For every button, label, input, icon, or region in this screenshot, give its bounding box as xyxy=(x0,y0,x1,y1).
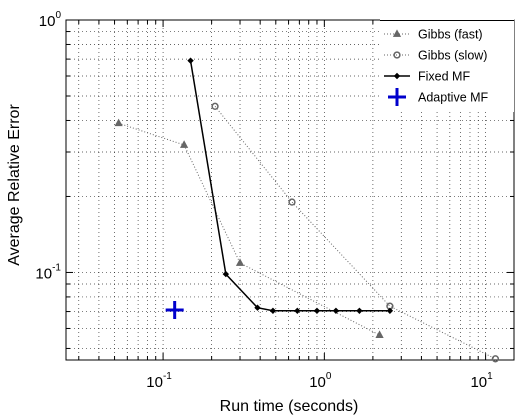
x-tick-base: 10 xyxy=(146,374,163,391)
y-tick-label: 10-1 xyxy=(35,262,61,282)
data-point-gibbs-fast xyxy=(179,140,189,148)
legend-label-adaptive-mf: Adaptive MF xyxy=(418,91,489,105)
plot-frame-border xyxy=(65,19,515,361)
plot-frame xyxy=(65,19,515,361)
y-tick-base: 10 xyxy=(35,265,52,282)
x-tick-base: 10 xyxy=(309,374,326,391)
legend-item-gibbs-fast: Gibbs (fast) xyxy=(384,28,483,42)
legend-label-fixed-mf: Fixed MF xyxy=(418,70,470,84)
data-point-fixed-mf xyxy=(332,307,340,314)
data-point-gibbs-fast xyxy=(235,258,245,266)
series-layer xyxy=(114,57,500,363)
data-point-fixed-mf xyxy=(254,304,261,311)
legend-label-gibbs-slow: Gibbs (slow) xyxy=(418,49,487,63)
legend-marker-gibbs-slow xyxy=(393,51,401,59)
series-adaptive-mf xyxy=(165,301,184,320)
legend: Gibbs (fast) Gibbs (slow) Fixed MF Adaptive… xyxy=(380,18,514,112)
x-axis-label: Run time (seconds) xyxy=(220,398,359,415)
series-gibbs-slow xyxy=(211,102,500,363)
x-tick-label: 10-1 xyxy=(146,371,172,391)
legend-item-adaptive-mf: Adaptive MF xyxy=(388,88,489,106)
data-point-fixed-mf xyxy=(386,307,394,314)
series-gibbs-fast xyxy=(114,118,384,338)
y-tick-label: 100 xyxy=(39,10,62,30)
data-point-gibbs-fast xyxy=(114,118,123,127)
x-tick-base: 10 xyxy=(470,374,487,391)
series-line-gibbs-slow xyxy=(214,106,496,360)
legend-marker-adaptive-mf xyxy=(388,88,406,106)
data-point-fixed-mf xyxy=(313,307,321,314)
y-tick-base: 10 xyxy=(39,13,56,30)
x-tick-label: 100 xyxy=(309,371,332,391)
data-point-gibbs-fast xyxy=(375,330,384,338)
legend-item-fixed-mf: Fixed MF xyxy=(384,70,470,84)
y-axis-label: Average Relative Error xyxy=(6,104,23,266)
legend-marker-fixed-mf xyxy=(393,72,401,80)
data-point-fixed-mf xyxy=(294,307,301,314)
data-point-gibbs-slow xyxy=(491,355,500,363)
data-point-fixed-mf xyxy=(356,307,363,314)
legend-label-gibbs-fast: Gibbs (fast) xyxy=(418,28,483,42)
legend-marker-gibbs-fast xyxy=(392,29,402,37)
legend-items: Gibbs (fast) Gibbs (slow) Fixed MF Adaptive… xyxy=(384,28,489,106)
minor-ticks xyxy=(66,19,514,360)
x-tick-exponent: 1 xyxy=(487,371,493,382)
x-tick-exponent: -1 xyxy=(163,371,172,382)
data-point-gibbs-slow xyxy=(288,198,296,206)
y-tick-exponent: -1 xyxy=(52,262,61,273)
data-point-fixed-mf xyxy=(187,57,194,64)
data-point-gibbs-slow xyxy=(211,102,219,110)
data-point-fixed-mf xyxy=(269,307,277,314)
data-point-fixed-mf xyxy=(222,270,230,278)
y-tick-exponent: 0 xyxy=(55,10,61,21)
x-tick-exponent: 0 xyxy=(326,371,332,382)
legend-item-gibbs-slow: Gibbs (slow) xyxy=(384,49,487,63)
x-tick-label: 101 xyxy=(470,371,493,391)
data-point-adaptive-mf xyxy=(165,301,184,320)
series-fixed-mf xyxy=(187,57,394,314)
